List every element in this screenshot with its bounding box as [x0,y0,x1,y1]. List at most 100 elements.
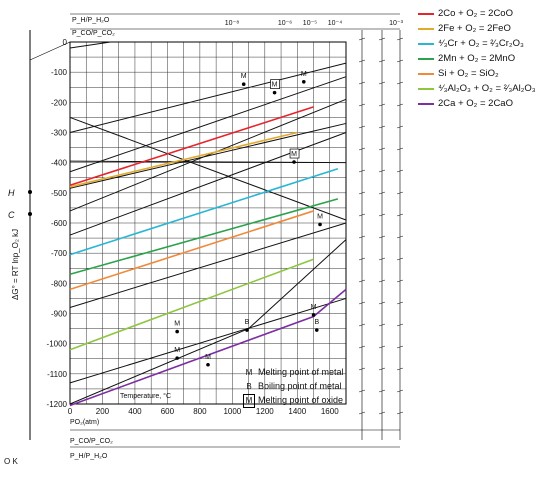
series-line [69,258,314,351]
key-item: M Melting point of oxide [243,394,344,408]
side-label-h: H [8,188,15,198]
key-text: Boiling point of metal [258,381,342,391]
reaction-line [69,98,347,212]
right-scale-tick [396,367,404,371]
right-scale-tick [396,301,404,305]
x-tick-label: 200 [96,407,110,416]
right-scale-tick [396,257,404,261]
legend-label: 2Ca + O₂ = 2CaO [438,98,513,109]
bottom-pco-label: P_CO/P_CO₂ [70,438,113,445]
right-scale-tick [396,191,404,195]
right-scale-tick [378,235,386,239]
marker-dot [175,329,179,334]
right-scale-tick [358,389,366,393]
legend-swatch [418,12,434,15]
marker-box [270,79,280,89]
right-scale-tick [378,147,386,151]
legend-swatch [418,72,434,75]
marker-dot [272,90,277,95]
marker-label: M [301,71,307,78]
right-scale-tick [358,279,366,283]
legend-label: 2Fe + O₂ = 2FeO [438,23,511,34]
right-scale-tick [378,37,386,41]
y-tick-label: -500 [51,189,68,198]
x-tick-label: 1200 [256,407,274,416]
reaction-line [69,62,347,133]
right-scale-tick [358,367,366,371]
right-scale-tick [358,301,366,305]
y-tick-label: -700 [51,249,68,258]
top-ph-label: P_H/P_H₂O [72,17,110,24]
x-tick-label: 0 [68,407,73,416]
reaction-line [69,297,347,384]
key-symbol: M [243,394,255,408]
y-tick-label: -400 [51,159,68,168]
right-scale-tick [358,411,366,415]
right-scale-tick [378,411,386,415]
point-h [28,190,32,194]
marker-label: M [311,304,317,311]
right-scale-tick [358,235,366,239]
marker-box [289,148,300,159]
bottom-ph-label: P_H/P_H₂O [70,453,108,460]
marker-label: B [245,319,250,326]
right-scale-tick [396,37,404,41]
right-scale-tick [378,389,386,393]
right-scale-tick [378,367,386,371]
y-tick-label: -1100 [47,370,67,379]
reaction-line [69,122,347,189]
legend-item: 2Ca + O₂ = 2CaO [418,96,548,111]
marker-label: M [241,73,247,80]
legend-label: Si + O₂ = SiO₂ [438,68,499,79]
key-item: M Melting point of metal [243,366,344,380]
right-scale-tick [378,125,386,129]
legend-item: 2Fe + O₂ = 2FeO [418,21,548,36]
marker-label: M [291,151,297,158]
right-scale-tick [358,323,366,327]
right-scale-tick [396,323,404,327]
right-scale-tick [378,301,386,305]
marker-dot [311,313,316,317]
marker-dot [292,160,296,164]
marker-dot [314,328,319,332]
key-text: Melting point of oxide [258,395,344,405]
legend-swatch [418,57,434,60]
legend-item: 2Mn + O₂ = 2MnO [418,51,548,66]
marker-label: M [174,347,180,354]
reaction-line [69,76,347,173]
series-line [69,106,314,187]
right-scale-tick [378,213,386,217]
marker-label: M [205,354,211,361]
legend-swatch [418,87,434,90]
marker-dot [318,222,322,227]
top-ph-tick: 10⁻⁶ [278,20,292,27]
legend-swatch [418,42,434,45]
right-scale-tick [378,191,386,195]
reaction-line [69,41,111,49]
legend-label: 2Co + O₂ = 2CoO [438,8,513,19]
right-scale-tick [396,125,404,129]
right-scale-tick [358,345,366,349]
top-ph-tick: 10⁻⁴ [328,20,343,27]
x-axis-label: Temperature, °C [120,392,171,400]
right-scale-tick [378,323,386,327]
key-item: B Boiling point of metal [243,380,344,394]
scale-tie-line [29,41,71,61]
reaction-line [69,160,347,164]
top-pco-label: P_CO/P_CO₂ [72,30,115,37]
reaction-line [69,222,347,308]
right-scale-tick [396,169,404,173]
top-ph-tick: 10⁻⁸ [225,20,239,27]
y-tick-label: -900 [51,310,68,319]
marker-dot [175,356,179,360]
right-scale-tick [378,59,386,63]
legend-swatch [418,27,434,30]
y-tick-label: -300 [51,129,68,138]
key-symbol: M [245,368,253,377]
right-scale-tick [378,279,386,283]
marker-label: M [272,82,278,89]
marker-dot [206,362,210,367]
series-line [69,210,314,291]
y-tick-label: -200 [51,98,68,107]
right-scale-tick [396,389,404,393]
